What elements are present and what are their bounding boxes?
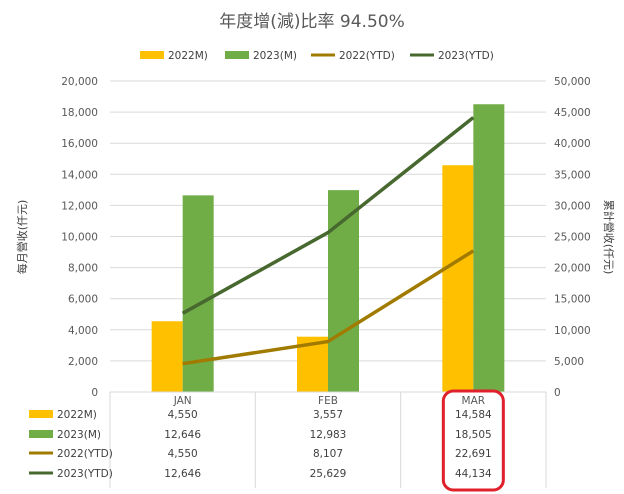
data-label: 44,134 — [455, 468, 492, 480]
table-legend-key-0 — [29, 410, 53, 418]
y-left-tick-label: 6,000 — [68, 294, 98, 306]
y-right-tick-label: 50,000 — [554, 76, 591, 88]
data-label: 18,505 — [455, 429, 492, 441]
y-left-tick-label: 2,000 — [68, 356, 98, 368]
legend-label-1: 2023(M) — [253, 50, 297, 62]
y-left-tick-label: 10,000 — [61, 232, 98, 244]
highlight-box — [441, 389, 505, 492]
data-label: 12,983 — [310, 429, 347, 441]
y-left-axis-title: 每月營收(仟元) — [15, 200, 29, 275]
y-right-tick-label: 40,000 — [554, 138, 591, 150]
category-label: MAR — [462, 395, 486, 407]
y-right-tick-label: 0 — [554, 387, 561, 399]
y-right-tick-label: 5,000 — [554, 356, 584, 368]
y-left-tick-label: 16,000 — [61, 138, 98, 150]
chart-title: 年度增(減)比率 94.50% — [219, 12, 405, 32]
bar-1-2 — [473, 104, 505, 392]
bar-0-0 — [151, 321, 183, 392]
y-right-tick-label: 10,000 — [554, 325, 591, 337]
y-right-tick-label: 30,000 — [554, 200, 591, 212]
y-right-tick-label: 35,000 — [554, 169, 591, 181]
table-row-header: 2023(M) — [57, 429, 101, 441]
data-label: 22,691 — [455, 448, 492, 460]
data-label: 3,557 — [313, 409, 343, 421]
legend-swatch-0 — [140, 51, 164, 59]
table-row-header: 2022(YTD) — [57, 448, 113, 460]
data-label: 4,550 — [168, 409, 198, 421]
y-right-tick-label: 25,000 — [554, 232, 591, 244]
y-left-tick-label: 20,000 — [61, 76, 98, 88]
y-right-tick-label: 20,000 — [554, 263, 591, 275]
legend-label-3: 2023(YTD) — [438, 50, 494, 62]
legend-label-0: 2022M) — [168, 50, 208, 62]
bar-1-1 — [328, 190, 359, 392]
table-row-header: 2022M) — [57, 409, 97, 421]
bar-0-2 — [442, 165, 474, 392]
y-left-tick-label: 12,000 — [61, 200, 98, 212]
data-label: 25,629 — [310, 468, 347, 480]
y-left-tick-label: 18,000 — [61, 107, 98, 119]
series-line-2 — [182, 249, 475, 366]
y-left-tick-label: 14,000 — [61, 169, 98, 181]
data-label: 14,584 — [455, 409, 492, 421]
category-label: JAN — [173, 395, 192, 407]
data-label: 12,646 — [164, 429, 201, 441]
y-right-tick-label: 15,000 — [554, 294, 591, 306]
data-label: 4,550 — [168, 448, 198, 460]
data-label: 12,646 — [164, 468, 201, 480]
legend-swatch-1 — [225, 51, 249, 59]
y-left-tick-label: 0 — [91, 387, 98, 399]
y-left-tick-label: 4,000 — [68, 325, 98, 337]
legend-label-2: 2022(YTD) — [339, 50, 395, 62]
y-right-tick-label: 45,000 — [554, 107, 591, 119]
data-label: 8,107 — [313, 448, 343, 460]
y-left-tick-label: 8,000 — [68, 263, 98, 275]
category-label: FEB — [318, 395, 338, 407]
y-right-axis-title: 累計營收(仟元) — [602, 200, 616, 275]
table-legend-key-1 — [29, 430, 53, 438]
table-row-header: 2023(YTD) — [57, 468, 113, 480]
series-line-3 — [181, 116, 475, 315]
